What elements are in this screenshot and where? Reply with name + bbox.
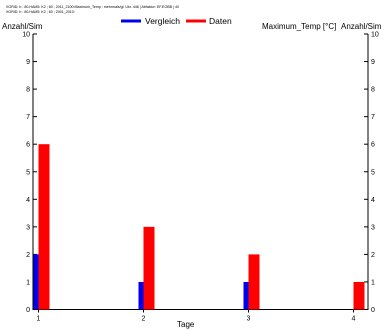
legend-label-vergleich: Vergleich [145,16,180,26]
y-tick-left-label: 4 [26,197,30,204]
x-tick-label: 1 [37,316,41,323]
y-tick-left-label: 0 [26,307,30,314]
y-axis-right-label: Anzahl/Sim [341,22,382,31]
bar-daten-3 [248,254,260,310]
y-tick-right-label: 1 [371,279,375,286]
legend: Vergleich Daten [121,16,232,26]
bar-daten-2 [143,226,155,310]
y-tick-right-label: 10 [371,32,379,39]
y-tick-left-label: 10 [22,32,30,39]
x-tick-label: 4 [352,316,356,323]
x-tick-label: 2 [142,316,146,323]
header-meta-line-2: XGRID: b : 80.HAM5: K2 ; 60 ; 2001_2010: [6,10,75,14]
y-tick-right-label: 2 [371,252,375,259]
bar-daten-4 [353,281,365,310]
x-axis-label: Tage [177,320,195,329]
y-tick-left-label: 9 [26,59,30,66]
legend-swatch-daten [186,19,206,23]
y-tick-left-label: 6 [26,142,30,149]
y-tick-left-label: 1 [26,279,30,286]
y-tick-left-label: 7 [26,114,30,121]
x-ticks: 1 2 3 4 [37,309,356,323]
y-tick-right-label: 0 [371,307,375,314]
bar-daten-1 [38,144,50,310]
y-tick-right-label: 8 [371,87,375,94]
bar-vergleich-2 [138,281,144,310]
y-tick-left-label: 5 [26,169,30,176]
y-tick-right-label: 5 [371,169,375,176]
bar-vergleich-1 [33,254,39,310]
y-tick-right-label: 4 [371,197,375,204]
y-tick-left-label: 8 [26,87,30,94]
bar-vergleich-3 [243,281,249,310]
bars [33,144,365,310]
y-tick-right-label: 3 [371,224,375,231]
y-tick-right-label: 7 [371,114,375,121]
y-axis-left-label: Anzahl/Sim [2,22,43,31]
y-tick-right-label: 6 [371,142,375,149]
legend-swatch-vergleich [121,19,141,23]
legend-label-daten: Daten [209,16,232,26]
y-tick-right-label: 9 [371,59,375,66]
chart-title: Maximum_Temp [°C] [262,22,336,31]
y-tick-left-label: 3 [26,224,30,231]
x-tick-label: 3 [247,316,251,323]
y-ticks-right: 0 1 2 3 4 5 6 7 8 9 10 [364,32,379,314]
y-tick-left-label: 2 [26,252,30,259]
header-meta-line-1: XGRID: b : 80.HAM5: K2 ; 60 ; 2011_2100:… [6,5,179,9]
